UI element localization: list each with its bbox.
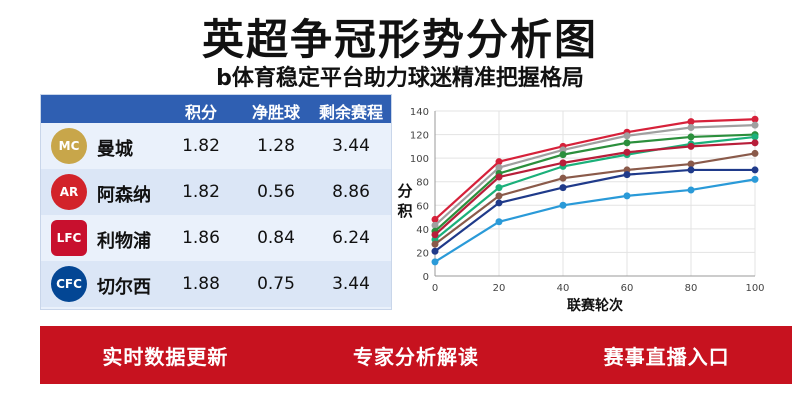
chelsea-logo-icon: CFC — [51, 266, 87, 302]
series-line-7 — [434, 178, 756, 263]
points-value: 1.82 — [182, 182, 220, 202]
series-point-7 — [623, 192, 631, 200]
series-point-1 — [431, 221, 439, 229]
y-tick-label: 140 — [410, 107, 429, 118]
series-point-0 — [495, 158, 503, 166]
x-tick-label: 0 — [432, 283, 438, 294]
goal-diff-value: 0.75 — [257, 274, 295, 294]
column-header-points: 积分 — [184, 103, 217, 122]
goal-diff-value: 0.56 — [257, 182, 295, 202]
series-point-6 — [431, 247, 439, 255]
series-point-1 — [751, 121, 759, 129]
series-line-5 — [434, 152, 756, 246]
series-point-3 — [495, 184, 503, 192]
goal-diff-value: 1.28 — [257, 136, 295, 156]
series-point-4 — [431, 231, 439, 239]
y-axis-label: 分 — [397, 182, 412, 200]
series-line-2 — [434, 133, 756, 233]
table-row[interactable]: LFC 利物浦 1.86 0.84 6.24 — [41, 215, 391, 261]
table-row[interactable]: AR 阿森纳 1.82 0.56 8.86 — [41, 169, 391, 215]
remaining-value: 8.86 — [332, 182, 370, 202]
series-point-1 — [495, 164, 503, 172]
table-row[interactable]: MC 曼城 1.82 1.28 3.44 — [41, 123, 391, 169]
series-point-5 — [751, 149, 759, 157]
series-point-4 — [687, 142, 695, 150]
series-point-7 — [495, 218, 503, 226]
series-point-7 — [559, 201, 567, 209]
series-point-2 — [687, 133, 695, 141]
series-point-5 — [495, 192, 503, 200]
series-point-6 — [495, 199, 503, 207]
table-row[interactable]: CFC 切尔西 1.88 0.75 3.44 — [41, 261, 391, 307]
liverpool-logo-icon: LFC — [51, 220, 87, 256]
column-header-goal-diff: 净胜球 — [251, 103, 300, 122]
series-line-1 — [434, 124, 756, 227]
series-point-4 — [559, 159, 567, 167]
series-point-2 — [559, 151, 567, 159]
y-tick-label: 60 — [416, 201, 429, 212]
remaining-value: 3.44 — [332, 274, 370, 294]
remaining-value: 6.24 — [332, 228, 370, 248]
remaining-value: 3.44 — [332, 136, 370, 156]
series-point-6 — [751, 166, 759, 174]
x-tick-label: 60 — [621, 283, 634, 294]
page-title: 英超争冠形势分析图 — [201, 15, 598, 64]
series-point-5 — [431, 240, 439, 248]
manchester-city-logo-icon: MC — [51, 128, 87, 164]
series-point-6 — [623, 171, 631, 179]
x-tick-label: 20 — [493, 283, 506, 294]
column-header-remaining: 剩余赛程 — [318, 103, 383, 122]
series-point-3 — [751, 133, 759, 141]
series-line-3 — [434, 135, 756, 241]
series-point-0 — [431, 215, 439, 223]
series-point-7 — [687, 186, 695, 194]
x-tick-label: 100 — [745, 283, 764, 294]
action-banner: 实时数据更新 专家分析解读 赛事直播入口 — [40, 326, 792, 384]
y-tick-label: 100 — [410, 154, 429, 165]
series-point-7 — [431, 258, 439, 266]
series-line-0 — [434, 118, 756, 221]
series-point-4 — [495, 173, 503, 181]
page-subtitle: b体育稳定平台助力球迷精准把握格局 — [216, 66, 584, 91]
y-tick-label: 80 — [416, 178, 429, 189]
team-name: 阿森纳 — [97, 185, 151, 206]
series-point-5 — [687, 160, 695, 168]
table-header: 积分 净胜球 剩余赛程 — [41, 95, 391, 123]
expert-analysis-link[interactable]: 专家分析解读 — [352, 344, 479, 369]
x-axis-label: 联赛轮次 — [567, 297, 623, 314]
points-value: 1.88 — [182, 274, 220, 294]
series-point-2 — [623, 139, 631, 147]
series-point-4 — [623, 148, 631, 156]
series-line-4 — [434, 141, 756, 236]
series-point-6 — [559, 184, 567, 192]
goal-diff-value: 0.84 — [257, 228, 295, 248]
x-tick-label: 40 — [557, 283, 570, 294]
y-tick-label: 20 — [416, 248, 429, 259]
team-name: 曼城 — [97, 139, 133, 160]
series-point-6 — [687, 166, 695, 174]
series-line-6 — [434, 168, 755, 253]
y-tick-label: 40 — [416, 225, 429, 236]
y-tick-label: 0 — [423, 272, 429, 283]
standings-table: 积分 净胜球 剩余赛程 MC 曼城 1.82 1.28 3.44 AR 阿森纳 … — [40, 94, 392, 310]
series-point-5 — [559, 174, 567, 182]
points-value: 1.82 — [182, 136, 220, 156]
x-tick-label: 80 — [685, 283, 698, 294]
live-stream-link[interactable]: 赛事直播入口 — [603, 344, 730, 369]
series-point-0 — [687, 118, 695, 126]
points-value: 1.86 — [182, 228, 220, 248]
y-tick-label: 120 — [410, 131, 429, 142]
arsenal-logo-icon: AR — [51, 174, 87, 210]
realtime-update-link[interactable]: 实时数据更新 — [102, 344, 229, 369]
team-name: 利物浦 — [97, 231, 151, 252]
y-axis-label: 积 — [397, 202, 412, 220]
series-point-1 — [623, 132, 631, 140]
team-name: 切尔西 — [97, 277, 151, 298]
series-point-0 — [751, 115, 759, 123]
series-point-4 — [751, 139, 759, 147]
series-point-1 — [687, 124, 695, 131]
series-point-7 — [751, 175, 759, 183]
